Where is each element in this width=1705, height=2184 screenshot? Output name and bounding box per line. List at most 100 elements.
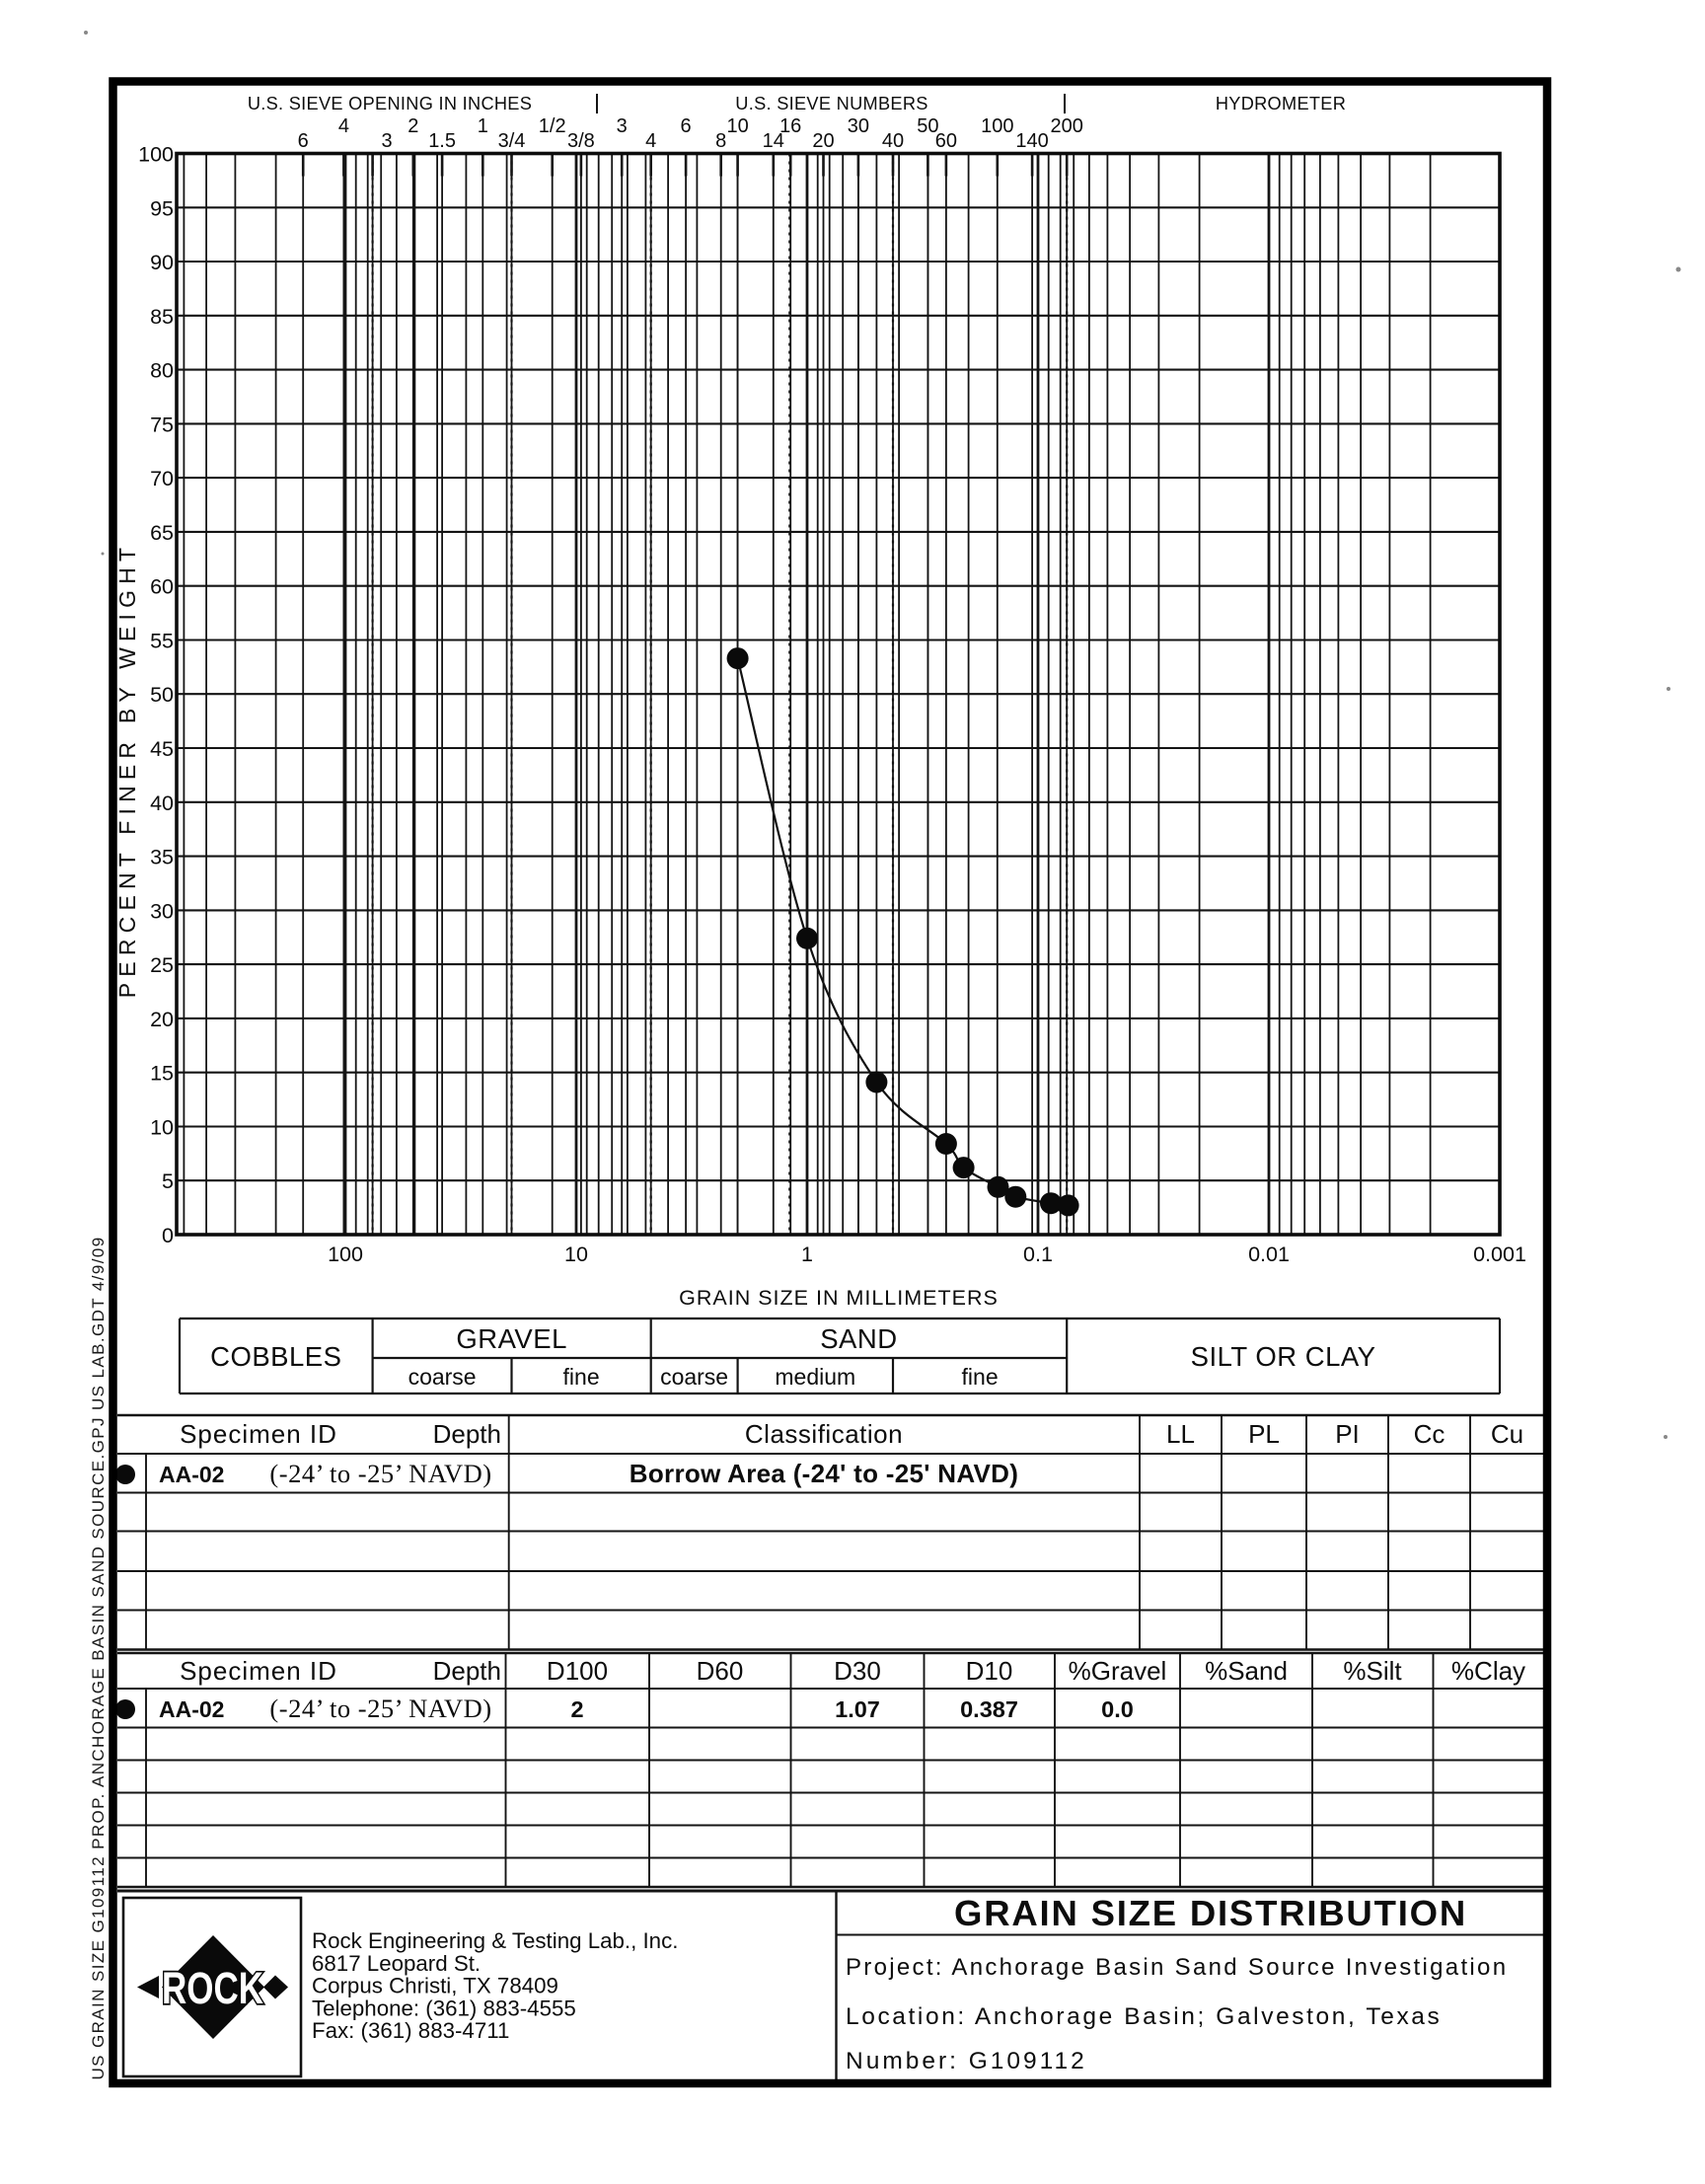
svg-text:fine: fine — [563, 1364, 600, 1390]
svg-text:35: 35 — [150, 846, 174, 869]
svg-text:SILT OR CLAY: SILT OR CLAY — [1191, 1341, 1376, 1372]
svg-text:30: 30 — [848, 115, 869, 137]
svg-text:0.01: 0.01 — [1248, 1243, 1290, 1266]
svg-text:70: 70 — [150, 467, 174, 490]
svg-text:5: 5 — [162, 1169, 174, 1193]
svg-text:Number: G109112: Number: G109112 — [846, 2048, 1087, 2074]
svg-text:Borrow Area (-24' to -25' NAVD: Borrow Area (-24' to -25' NAVD) — [630, 1459, 1018, 1488]
svg-text:10: 10 — [726, 115, 748, 137]
svg-text:Fax: (361) 883-4711: Fax: (361) 883-4711 — [312, 2018, 509, 2043]
svg-text:6817 Leopard St.: 6817 Leopard St. — [312, 1951, 481, 1976]
svg-text:GRAIN SIZE IN MILLIMETERS: GRAIN SIZE IN MILLIMETERS — [679, 1286, 999, 1310]
svg-text:65: 65 — [150, 521, 174, 545]
svg-text:20: 20 — [150, 1008, 174, 1031]
svg-text:US GRAIN SIZE G109112 PROP: US GRAIN SIZE G109112 PROP. ANCHORAGE BA… — [89, 1236, 108, 2079]
svg-text:40: 40 — [882, 130, 904, 152]
svg-text:8: 8 — [715, 130, 726, 152]
svg-text:16: 16 — [779, 115, 801, 137]
svg-text:14: 14 — [763, 130, 784, 152]
svg-text:85: 85 — [150, 305, 174, 329]
svg-text:200: 200 — [1051, 115, 1083, 137]
svg-text:20: 20 — [812, 130, 834, 152]
svg-text:GRAVEL: GRAVEL — [456, 1323, 567, 1354]
svg-text:0.001: 0.001 — [1473, 1243, 1526, 1266]
svg-text:(-24’ to -25’ NAVD): (-24’ to -25’ NAVD) — [269, 1694, 491, 1723]
svg-text:40: 40 — [150, 791, 174, 815]
svg-text:Corpus Christi, TX 78409: Corpus Christi, TX 78409 — [312, 1974, 558, 1998]
svg-text:3/4: 3/4 — [498, 130, 526, 152]
svg-text:80: 80 — [150, 359, 174, 383]
svg-text:Cc: Cc — [1414, 1419, 1446, 1449]
svg-text:4: 4 — [645, 130, 656, 152]
svg-text:4: 4 — [338, 115, 349, 137]
svg-text:AA-02: AA-02 — [159, 1696, 224, 1722]
svg-text:Classification: Classification — [745, 1419, 903, 1449]
svg-text:COBBLES: COBBLES — [210, 1341, 341, 1372]
svg-text:1.5: 1.5 — [428, 130, 456, 152]
svg-text:25: 25 — [150, 953, 174, 977]
svg-text:3: 3 — [382, 130, 393, 152]
svg-text:2: 2 — [408, 115, 418, 137]
svg-text:Cu: Cu — [1491, 1419, 1523, 1449]
svg-text:6: 6 — [298, 130, 309, 152]
svg-text:%Gravel: %Gravel — [1069, 1656, 1167, 1686]
svg-text:10: 10 — [150, 1116, 174, 1140]
svg-text:SAND: SAND — [820, 1323, 897, 1354]
svg-text:fine: fine — [962, 1364, 999, 1390]
svg-text:%Sand: %Sand — [1205, 1656, 1288, 1686]
svg-text:15: 15 — [150, 1062, 174, 1086]
svg-text:coarse: coarse — [660, 1364, 728, 1390]
svg-text:D30: D30 — [834, 1656, 881, 1686]
svg-text:PL: PL — [1248, 1419, 1280, 1449]
svg-text:0.387: 0.387 — [960, 1696, 1018, 1722]
svg-text:50: 50 — [150, 683, 174, 707]
svg-text:75: 75 — [150, 413, 174, 436]
svg-text:95: 95 — [150, 196, 174, 220]
svg-text:(-24’ to -25’ NAVD): (-24’ to -25’ NAVD) — [269, 1459, 491, 1488]
svg-text:90: 90 — [150, 251, 174, 274]
svg-text:%Silt: %Silt — [1343, 1656, 1402, 1686]
svg-text:100: 100 — [981, 115, 1013, 137]
svg-text:Specimen ID: Specimen ID — [180, 1419, 337, 1449]
svg-text:1.07: 1.07 — [835, 1696, 880, 1722]
svg-text:LL: LL — [1166, 1419, 1195, 1449]
svg-text:3: 3 — [617, 115, 628, 137]
svg-text:Project: Anchorage Basin Sand: Project: Anchorage Basin Sand Source Inv… — [846, 1954, 1508, 1981]
svg-text:60: 60 — [150, 575, 174, 599]
svg-text:1: 1 — [478, 115, 488, 137]
svg-text:50: 50 — [917, 115, 938, 137]
svg-text:Depth: Depth — [433, 1656, 501, 1686]
svg-text:0.1: 0.1 — [1023, 1243, 1053, 1266]
svg-text:D10: D10 — [966, 1656, 1013, 1686]
svg-text:2: 2 — [570, 1696, 583, 1722]
svg-text:Rock Engineering & Testing Lab: Rock Engineering & Testing Lab., Inc. — [312, 1928, 678, 1953]
svg-text:60: 60 — [935, 130, 957, 152]
svg-text:D100: D100 — [547, 1656, 608, 1686]
svg-text:30: 30 — [150, 899, 174, 923]
svg-text:%Clay: %Clay — [1451, 1656, 1525, 1686]
svg-text:GRAIN SIZE DISTRIBUTION: GRAIN SIZE DISTRIBUTION — [954, 1893, 1467, 1933]
svg-text:10: 10 — [564, 1243, 588, 1266]
svg-text:D60: D60 — [697, 1656, 744, 1686]
svg-text:PERCENT FINER BY WEIGHT: PERCENT FINER BY WEIGHT — [114, 542, 140, 999]
svg-text:Depth: Depth — [433, 1419, 501, 1449]
svg-text:0: 0 — [162, 1224, 174, 1247]
svg-text:ROCK: ROCK — [162, 1963, 263, 2013]
svg-text:100: 100 — [328, 1243, 363, 1266]
svg-text:0.0: 0.0 — [1101, 1696, 1134, 1722]
svg-text:6: 6 — [681, 115, 692, 137]
svg-text:1/2: 1/2 — [539, 115, 566, 137]
svg-text:Specimen ID: Specimen ID — [180, 1656, 337, 1686]
svg-text:U.S. SIEVE NUMBERS: U.S. SIEVE NUMBERS — [735, 94, 927, 113]
svg-text:HYDROMETER: HYDROMETER — [1216, 94, 1346, 113]
svg-text:140: 140 — [1015, 130, 1048, 152]
svg-text:45: 45 — [150, 737, 174, 761]
svg-text:3/8: 3/8 — [567, 130, 595, 152]
svg-text:1: 1 — [801, 1243, 813, 1266]
svg-text:55: 55 — [150, 630, 174, 653]
svg-text:Telephone: (361) 883-4555: Telephone: (361) 883-4555 — [312, 1996, 576, 2020]
svg-text:Location: Anchorage Basin; Ga: Location: Anchorage Basin; Galveston, Te… — [846, 2003, 1442, 2030]
svg-text:medium: medium — [775, 1364, 855, 1390]
svg-text:coarse: coarse — [408, 1364, 477, 1390]
svg-text:AA-02: AA-02 — [159, 1462, 224, 1487]
